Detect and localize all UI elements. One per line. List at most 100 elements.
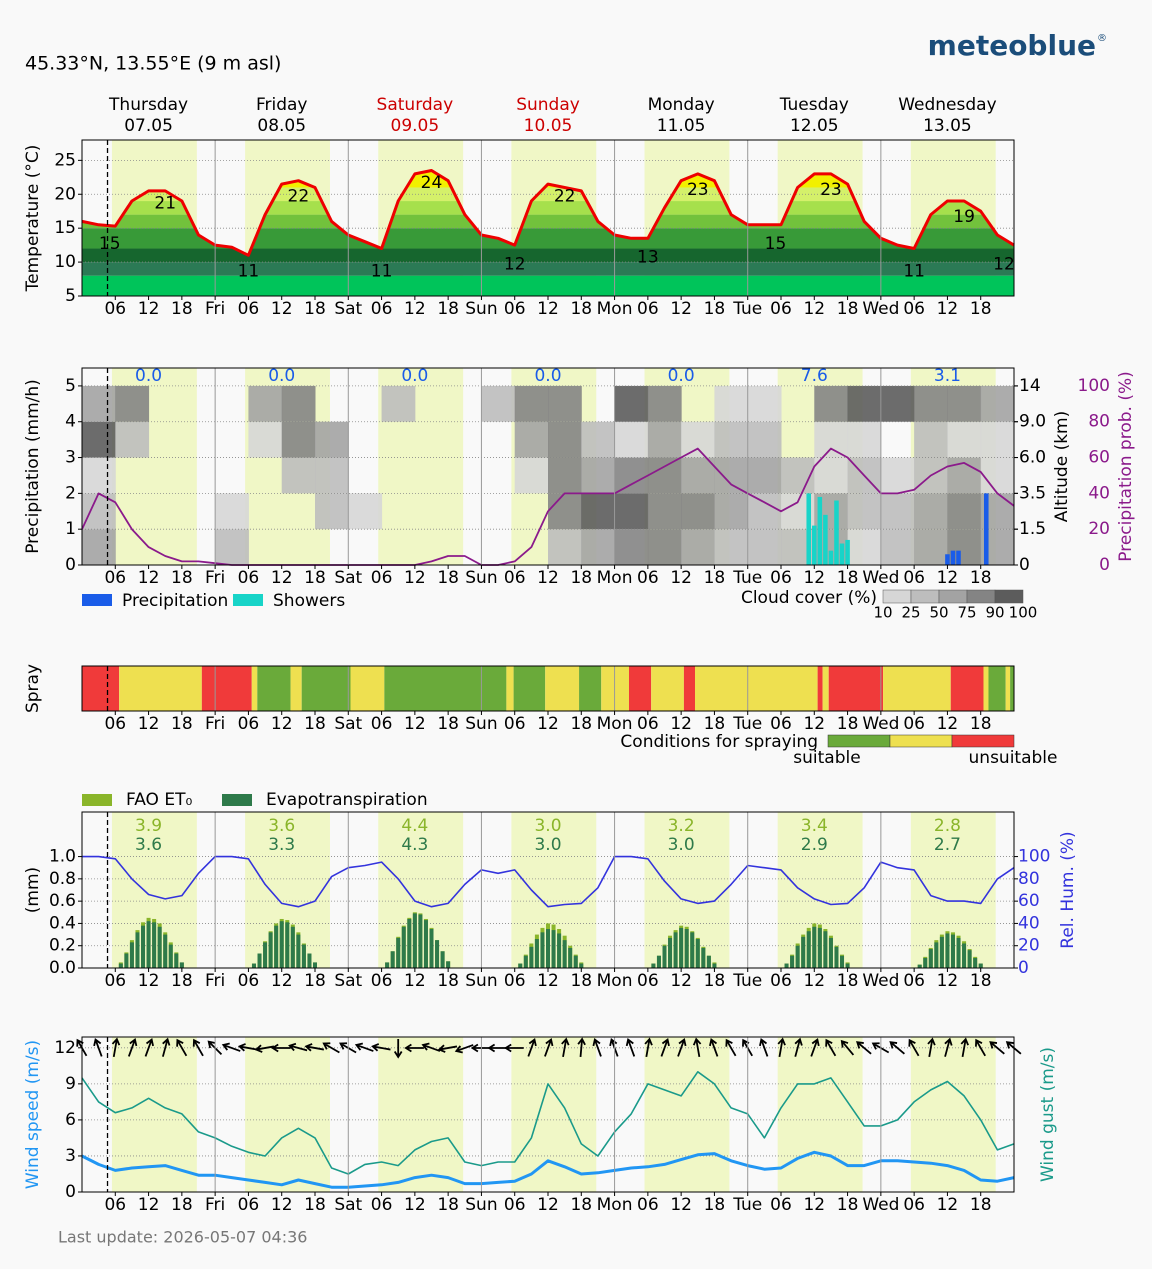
cloud-cell: [647, 457, 682, 494]
spray-legend-label: unsuitable: [969, 748, 1058, 768]
precip-bar: [983, 493, 989, 565]
day-date: 10.05: [524, 116, 573, 136]
x-tick-label: 06: [238, 971, 260, 991]
daylight: [245, 1037, 330, 1192]
x-tick-label: 12: [537, 714, 559, 734]
wind-arrow: [322, 1042, 340, 1054]
wind-arrow-group: [592, 1037, 602, 1057]
cloud-cell: [581, 421, 616, 458]
wind-arrow-group: [237, 1043, 258, 1052]
precip-bar: [806, 493, 812, 565]
x-tick-label: 18: [970, 971, 992, 991]
et-bar: [529, 946, 534, 968]
y-tick-label: 20: [54, 184, 76, 204]
spray-segment: [384, 666, 507, 711]
y-tick-label: 0.8: [49, 869, 76, 889]
et-bar: [546, 929, 550, 968]
et-bar: [307, 953, 312, 968]
cloud-cell: [215, 529, 249, 565]
cloud-cell: [880, 457, 915, 494]
humidity-line: [82, 855, 1015, 908]
y-tick-label: 25: [54, 150, 76, 170]
cloud-cell: [614, 529, 649, 565]
et-bar: [956, 937, 961, 968]
wind-arrow: [944, 1037, 953, 1057]
legend-label: Precipitation: [122, 591, 228, 611]
wind-arrow-group: [927, 1037, 936, 1058]
x-tick-label: Sun: [465, 1195, 497, 1215]
daily-total: 4.4: [401, 816, 428, 836]
footer: Last update: 2026-05-07 04:36: [58, 1228, 307, 1247]
wind-arrow: [237, 1043, 258, 1052]
precip-bar: [945, 554, 950, 565]
cloud-cell: [581, 457, 616, 494]
wind-arrow-group: [725, 1038, 737, 1057]
day-date: 11.05: [657, 116, 706, 136]
et-bar: [928, 949, 933, 968]
et-bar: [939, 936, 944, 968]
cloud-cell: [614, 493, 649, 530]
x-tick-label: 18: [704, 1195, 726, 1215]
cloud-legend-swatch: [994, 589, 1024, 604]
cloud-cell: [647, 385, 682, 422]
x-tick-label: Sun: [465, 714, 497, 734]
cloud-cell: [847, 529, 882, 565]
wind-arrow: [192, 1038, 204, 1057]
wind-arrow-group: [908, 1038, 920, 1057]
cloud-cell: [548, 529, 582, 565]
cloud-cell: [847, 493, 882, 530]
y-tick-label: 100: [1078, 376, 1110, 396]
daily-total: 3.4: [801, 816, 828, 836]
x-tick-label: Fri: [205, 568, 225, 588]
x-tick-label: 12: [803, 568, 825, 588]
et-bar: [429, 929, 434, 968]
wind-arrow: [527, 1037, 537, 1057]
temperature-band: [82, 228, 1014, 249]
x-tick-label: 12: [271, 714, 293, 734]
x-tick-label: 18: [171, 971, 193, 991]
x-tick-label: 12: [271, 568, 293, 588]
cloud-cell: [714, 421, 749, 458]
cloud-cell: [115, 385, 150, 422]
x-tick-label: 18: [437, 299, 459, 319]
x-tick-label: 06: [238, 1195, 260, 1215]
et-bar: [568, 947, 573, 968]
extreme-label: 11: [903, 261, 925, 281]
x-tick-label: 18: [837, 568, 859, 588]
x-tick-label: Mon: [597, 971, 633, 991]
et-bar: [962, 943, 967, 968]
et-bar: [435, 940, 440, 968]
et-bar: [385, 962, 390, 968]
wind-arrow: [127, 1037, 138, 1057]
x-tick-label: Wed: [862, 714, 899, 734]
x-tick-label: 18: [570, 568, 592, 588]
y-tick-label: 6: [65, 1110, 76, 1130]
y-tick-label: 1: [65, 519, 76, 539]
wind-arrow-group: [93, 1037, 103, 1057]
extreme-label: 24: [421, 173, 443, 193]
wind-arrow-group: [288, 1042, 308, 1052]
et-bar: [845, 963, 850, 968]
wind-arrow: [825, 1038, 837, 1057]
x-tick-label: Mon: [597, 1195, 633, 1215]
wind-arrow: [404, 1043, 424, 1053]
y-tick-label: 0.4: [49, 913, 76, 933]
legend-swatch: [82, 594, 112, 606]
temperature-band: [82, 214, 1014, 229]
et-bar: [662, 945, 667, 968]
y-tick-label: 0: [65, 1182, 76, 1202]
x-tick-label: 12: [537, 971, 559, 991]
spray-segment: [301, 666, 351, 711]
x-tick-label: 06: [371, 1195, 393, 1215]
x-tick-label: 18: [570, 714, 592, 734]
spray-segment: [983, 666, 989, 711]
x-tick-label: 06: [238, 714, 260, 734]
x-tick-label: Fri: [205, 299, 225, 319]
wind-arrow: [660, 1037, 670, 1057]
x-tick-label: Wed: [862, 299, 899, 319]
x-tick-label: 12: [271, 971, 293, 991]
daily-total: 2.9: [801, 835, 828, 855]
day-date: 12.05: [790, 116, 839, 136]
cloud-cell: [980, 385, 1015, 422]
wind-arrow-group: [625, 1037, 636, 1057]
